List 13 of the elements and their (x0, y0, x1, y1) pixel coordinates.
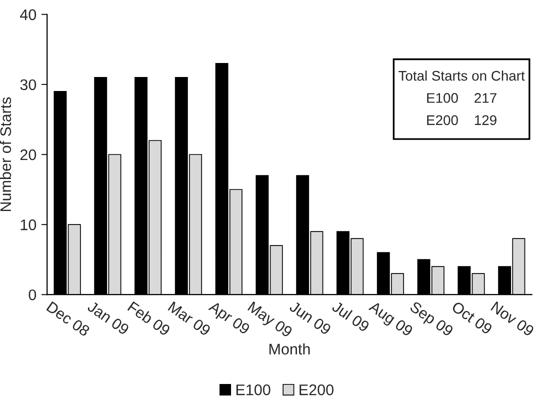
y-axis-title: Number of Starts (0, 97, 12, 211)
x-tick-label: Nov 09 (490, 301, 535, 337)
annotation: E100 217 (427, 93, 496, 103)
y-tick-label: 0 (28, 289, 36, 300)
legend-label: E200 (300, 384, 334, 396)
y-tick-label: 40 (20, 9, 36, 20)
x-axis-title: Month (269, 343, 310, 355)
y-tick-label: 10 (20, 219, 36, 230)
annotation: E200 129 (427, 115, 496, 126)
annotation: Total Starts on Chart (398, 70, 525, 81)
y-tick-label: 30 (20, 79, 36, 90)
legend-label: E100 (236, 384, 270, 396)
y-tick-label: 20 (20, 149, 36, 160)
